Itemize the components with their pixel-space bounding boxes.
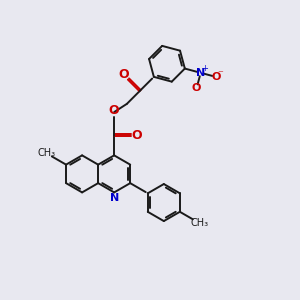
Text: CH₃: CH₃ bbox=[37, 148, 55, 158]
Text: N: N bbox=[196, 68, 205, 78]
Text: O: O bbox=[132, 130, 142, 142]
Text: O: O bbox=[118, 68, 129, 82]
Text: O: O bbox=[211, 72, 220, 82]
Text: N: N bbox=[110, 193, 119, 203]
Text: +: + bbox=[201, 64, 208, 73]
Text: ⁻: ⁻ bbox=[217, 69, 223, 79]
Text: CH₃: CH₃ bbox=[191, 218, 209, 229]
Text: O: O bbox=[192, 83, 201, 93]
Text: O: O bbox=[109, 104, 119, 117]
